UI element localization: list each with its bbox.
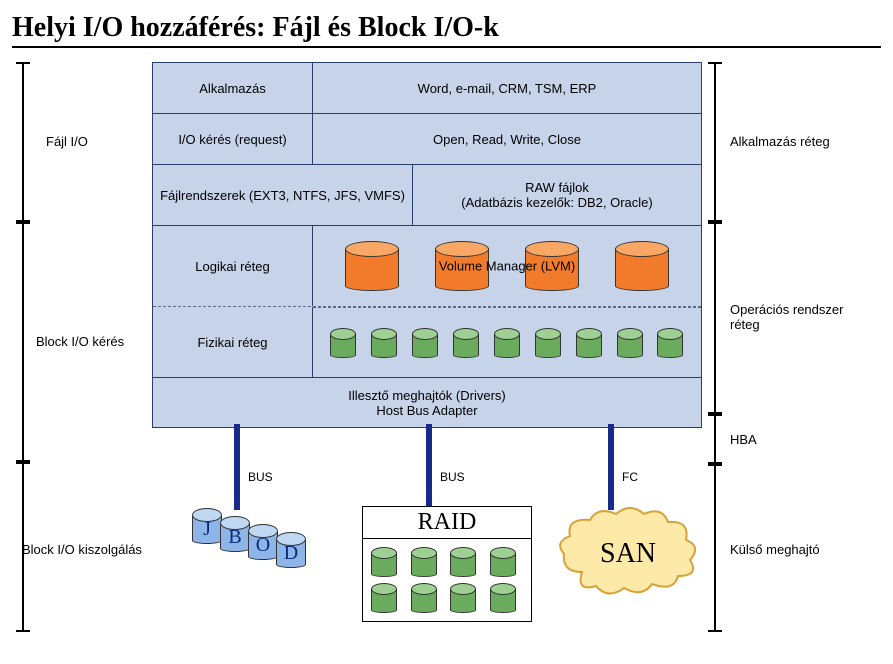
layer-stack: Alkalmazás Word, e-mail, CRM, TSM, ERP I…	[152, 62, 702, 428]
drivers-line1: Illesztő meghajtók (Drivers)	[348, 388, 506, 403]
cell-app-examples: Word, e-mail, CRM, TSM, ERP	[313, 63, 701, 113]
cylinder-icon	[371, 583, 397, 613]
diagram-stage: Fájl I/O Block I/O kérés Block I/O kiszo…	[12, 52, 881, 652]
row-physical: Fizikai réteg	[153, 306, 701, 377]
right-bracket-1	[708, 62, 722, 222]
cylinder-icon	[411, 583, 437, 613]
row-drivers: Illesztő meghajtók (Drivers) Host Bus Ad…	[153, 377, 701, 427]
row-app: Alkalmazás Word, e-mail, CRM, TSM, ERP	[153, 63, 701, 113]
cylinder-icon	[494, 328, 520, 358]
connector-label-1: BUS	[248, 470, 273, 484]
cell-ioreq-ops: Open, Read, Write, Close	[313, 114, 701, 164]
cell-drivers: Illesztő meghajtók (Drivers) Host Bus Ad…	[153, 378, 701, 427]
drivers-line2: Host Bus Adapter	[376, 403, 477, 418]
connector-fc	[608, 424, 614, 510]
jbod-letter: D	[276, 542, 306, 565]
raw-files-line2: (Adatbázis kezelők: DB2, Oracle)	[461, 195, 652, 210]
right-label-ext: Külső meghajtó	[730, 542, 820, 557]
right-bracket-2	[708, 222, 722, 414]
cell-physical-disks	[313, 307, 701, 377]
cylinder-icon: B	[220, 516, 250, 552]
right-label-app: Alkalmazás réteg	[730, 134, 830, 149]
cylinder-icon: J	[192, 508, 222, 544]
cylinder-icon	[617, 328, 643, 358]
row-io-req: I/O kérés (request) Open, Read, Write, C…	[153, 113, 701, 164]
jbod-letter: B	[220, 526, 250, 549]
connector-label-2: BUS	[440, 470, 465, 484]
left-bracket-1	[16, 62, 30, 222]
connector-bus-1	[234, 424, 240, 510]
cylinder-icon	[435, 241, 489, 291]
cylinder-icon	[330, 328, 356, 358]
cell-physical-label: Fizikai réteg	[153, 307, 313, 377]
cylinder-icon	[490, 547, 516, 577]
raid-grid	[363, 539, 531, 621]
left-label-block-serve: Block I/O kiszolgálás	[22, 542, 142, 557]
cylinder-icon	[535, 328, 561, 358]
right-label-os: Operációs rendszer réteg	[730, 302, 870, 332]
left-bracket-2	[16, 222, 30, 462]
cell-logical-label: Logikai réteg	[153, 226, 313, 306]
cylinder-icon	[371, 328, 397, 358]
cylinder-icon	[615, 241, 669, 291]
connector-label-3: FC	[622, 470, 638, 484]
cylinder-icon	[490, 583, 516, 613]
cylinder-icon	[450, 583, 476, 613]
raid-title: RAID	[363, 507, 531, 539]
cell-raw-files: RAW fájlok (Adatbázis kezelők: DB2, Orac…	[413, 165, 701, 225]
cell-app-label: Alkalmazás	[153, 63, 313, 113]
san-cloud: SAN	[552, 502, 702, 607]
jbod-group: JBOD	[192, 508, 304, 568]
left-label-block-req: Block I/O kérés	[36, 334, 124, 349]
left-label-file-io: Fájl I/O	[46, 134, 88, 149]
jbod-letter: O	[248, 534, 278, 557]
cylinder-icon	[450, 547, 476, 577]
cylinder-icon	[412, 328, 438, 358]
row-logical: Logikai réteg Volume Manager (LVM)	[153, 225, 701, 306]
cylinder-icon	[411, 547, 437, 577]
san-label: SAN	[600, 538, 656, 570]
right-label-hba: HBA	[730, 432, 757, 447]
cylinder-icon	[576, 328, 602, 358]
right-bracket-4	[708, 464, 722, 632]
cylinder-icon: D	[276, 532, 306, 568]
cell-lvm: Volume Manager (LVM)	[313, 226, 701, 306]
raw-files-line1: RAW fájlok	[525, 180, 589, 195]
cylinder-icon	[371, 547, 397, 577]
jbod-letter: J	[192, 518, 222, 541]
row-filesystems: Fájlrendszerek (EXT3, NTFS, JFS, VMFS) R…	[153, 164, 701, 225]
cylinder-icon: O	[248, 524, 278, 560]
cell-ioreq-label: I/O kérés (request)	[153, 114, 313, 164]
raid-box: RAID	[362, 506, 532, 622]
cylinder-icon	[345, 241, 399, 291]
right-bracket-3	[708, 414, 722, 464]
cylinder-icon	[453, 328, 479, 358]
page-title: Helyi I/O hozzáférés: Fájl és Block I/O-…	[12, 12, 881, 48]
cylinder-icon	[525, 241, 579, 291]
cylinder-icon	[657, 328, 683, 358]
connector-bus-2	[426, 424, 432, 510]
cell-fs-label: Fájlrendszerek (EXT3, NTFS, JFS, VMFS)	[153, 165, 413, 225]
